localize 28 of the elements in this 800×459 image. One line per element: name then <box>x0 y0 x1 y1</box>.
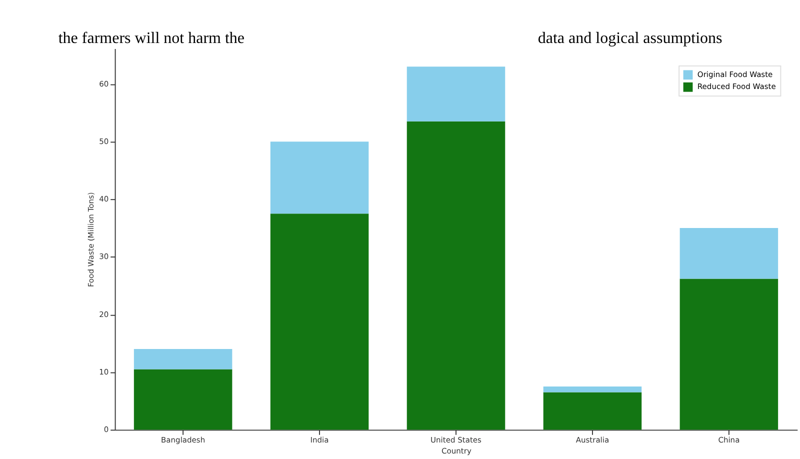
x-tick-label: Australia <box>576 435 610 444</box>
x-tick-label: China <box>718 435 740 444</box>
bar <box>270 214 369 430</box>
legend-label: Reduced Food Waste <box>697 82 776 91</box>
y-tick-label: 30 <box>99 252 109 262</box>
text: data and logical assumptions <box>538 30 722 47</box>
bar <box>134 369 232 430</box>
y-tick-label: 60 <box>99 79 109 88</box>
bar <box>270 142 369 214</box>
x-axis-title: Country <box>442 446 472 456</box>
bar <box>680 228 778 279</box>
y-tick-label: 10 <box>99 367 109 376</box>
legend-label: Original Food Waste <box>697 70 774 79</box>
bar <box>406 66 506 122</box>
bar <box>134 349 232 370</box>
bar <box>680 278 778 430</box>
y-tick-label: 0 <box>104 425 109 434</box>
y-axis-title: Food Waste (Million Tons) <box>86 192 96 288</box>
x-tick-label: Bangladesh <box>161 435 206 444</box>
bar <box>406 121 506 430</box>
bar <box>543 386 642 392</box>
y-tick-label: 50 <box>99 136 109 146</box>
x-tick-label: India <box>310 435 329 444</box>
y-tick-label: 20 <box>99 310 109 319</box>
bar <box>543 392 642 430</box>
y-tick-label: 40 <box>99 194 109 204</box>
x-tick-label: United States <box>430 435 482 444</box>
text: the farmers will not harm the <box>58 30 245 47</box>
